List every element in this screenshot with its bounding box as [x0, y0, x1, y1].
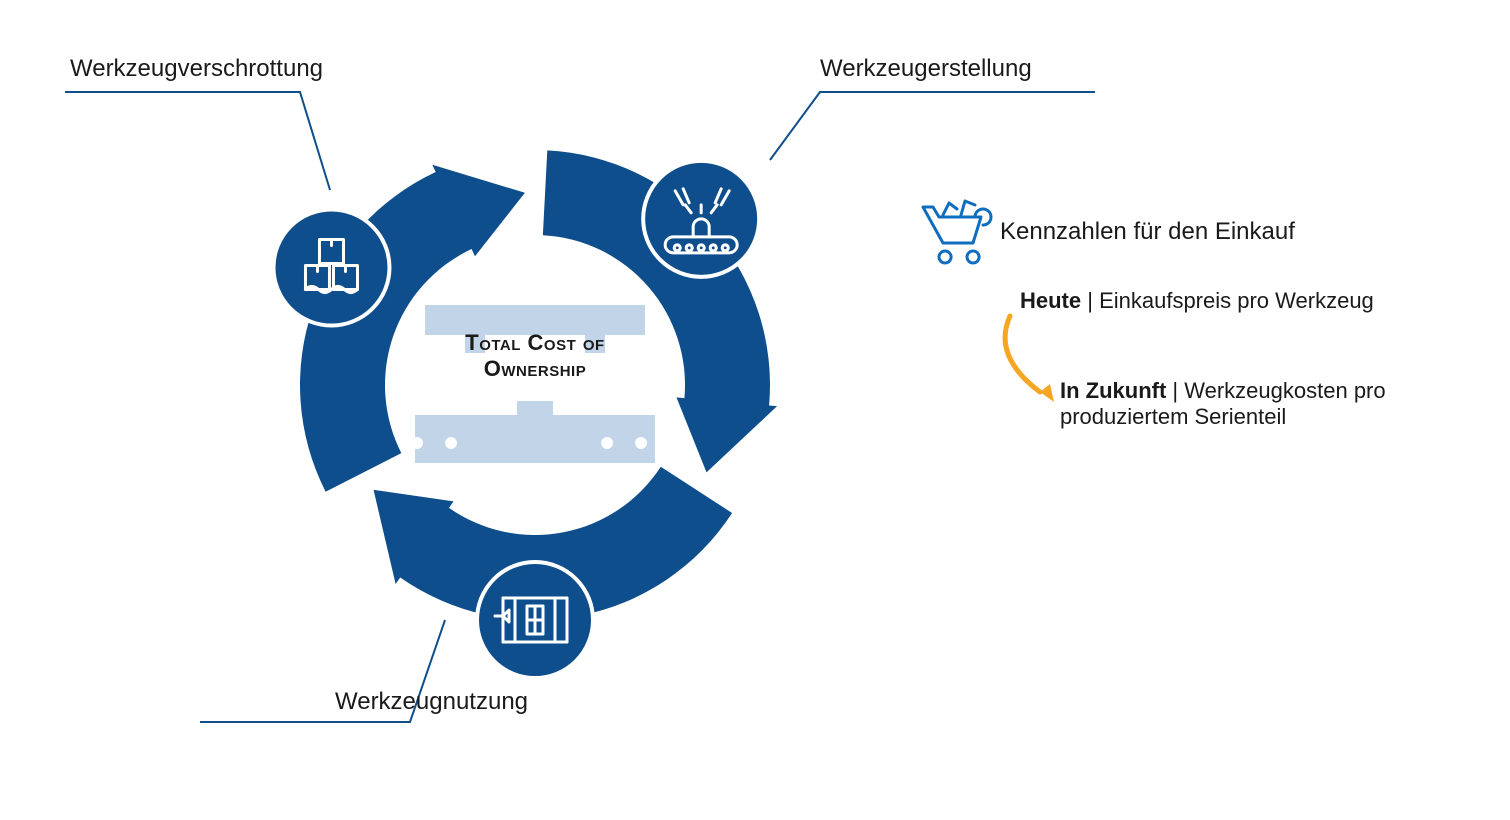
node-top-right: [643, 161, 759, 277]
center-title: Total Cost of Ownership: [430, 330, 640, 382]
diagram-stage: Werkzeugerstellung Werkzeugnutzung Werkz…: [0, 0, 1510, 820]
label-werkzeugverschrottung: Werkzeugverschrottung: [70, 55, 323, 83]
sidebar-today: Heute | Einkaufspreis pro Werkzeug: [1020, 288, 1374, 314]
center-tool-icon: [445, 437, 457, 449]
node-top-left: [273, 210, 389, 326]
transition-arrow-icon: [1005, 316, 1040, 392]
cart-icon: [943, 201, 991, 225]
center-tool-icon: [517, 401, 553, 415]
label-werkzeugerstellung: Werkzeugerstellung: [820, 55, 1032, 83]
center-line2: Ownership: [484, 356, 586, 381]
today-rest: | Einkaufspreis pro Werkzeug: [1081, 288, 1374, 313]
future-bold: In Zukunft: [1060, 378, 1166, 403]
transition-arrow-icon: [1040, 384, 1054, 402]
center-tool-icon: [601, 437, 613, 449]
label-werkzeugnutzung: Werkzeugnutzung: [335, 688, 528, 716]
center-tool-icon: [635, 437, 647, 449]
sidebar-future: In Zukunft | Werkzeugkosten pro produzie…: [1060, 378, 1440, 430]
cart-icon: [923, 207, 981, 243]
center-tool-icon: [411, 437, 423, 449]
sidebar-title: Kennzahlen für den Einkauf: [1000, 218, 1295, 246]
node-bottom: [477, 562, 593, 678]
today-bold: Heute: [1020, 288, 1081, 313]
cart-icon: [939, 251, 979, 263]
leader-line: [770, 92, 1095, 160]
center-line1: Total Cost of: [465, 330, 604, 355]
leader-line: [65, 92, 330, 190]
